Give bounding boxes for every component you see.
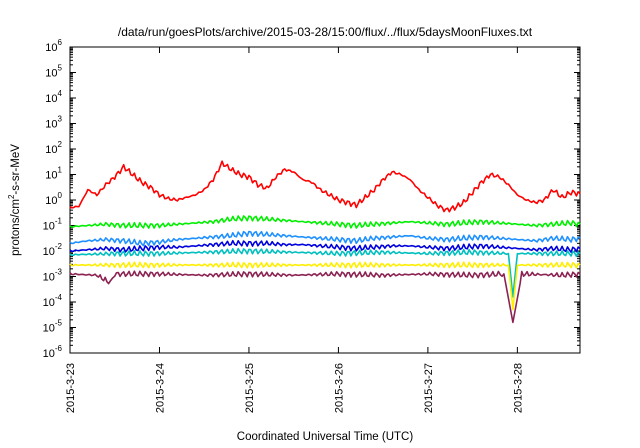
y-tick-label: 10-3 xyxy=(43,268,63,284)
y-tick-label: 10-6 xyxy=(43,344,63,360)
y-tick-label: 10-4 xyxy=(43,293,63,309)
series-line xyxy=(69,215,581,229)
chart-title: /data/run/goesPlots/archive/2015-03-28/1… xyxy=(118,25,533,39)
y-tick-label: 102 xyxy=(45,140,62,156)
x-tick-label: 2015-3-26 xyxy=(333,363,345,413)
x-tick-label: 2015-3-24 xyxy=(154,363,166,413)
x-tick-label: 2015-3-25 xyxy=(244,363,256,413)
y-tick-label: 10-1 xyxy=(43,217,63,233)
series-line xyxy=(69,270,581,324)
y-axis-label: protons/cm2-s-sr-MeV xyxy=(7,144,22,256)
series-line xyxy=(69,247,581,298)
series-line xyxy=(69,261,581,311)
x-tick-label: 2015-3-27 xyxy=(423,363,435,413)
y-tick-label: 104 xyxy=(45,89,62,105)
y-tick-label: 103 xyxy=(45,115,62,131)
y-tick-label: 100 xyxy=(45,191,62,207)
y-tick-label: 101 xyxy=(45,166,62,182)
y-tick-label: 10-5 xyxy=(43,319,63,335)
series-line xyxy=(69,239,581,253)
x-tick-label: 2015-3-28 xyxy=(512,363,524,413)
y-axis: 10-6 10-5 10-4 10-3 10-2 10-1 100 101 102 103 104 1… xyxy=(43,38,580,360)
x-tick-label: 2015-3-23 xyxy=(65,363,77,413)
plot-frame xyxy=(69,46,581,354)
series-line xyxy=(69,160,581,213)
y-tick-label: 105 xyxy=(45,64,62,80)
x-axis-label: Coordinated Universal Time (UTC) xyxy=(237,431,414,443)
series-line xyxy=(69,230,581,247)
y-tick-label: 10-2 xyxy=(43,242,63,258)
series-layer xyxy=(69,160,581,324)
x-axis: 2015-3-23 2015-3-24 2015-3-25 2015-3-26 2015… xyxy=(65,47,524,413)
y-tick-label: 106 xyxy=(45,38,62,54)
